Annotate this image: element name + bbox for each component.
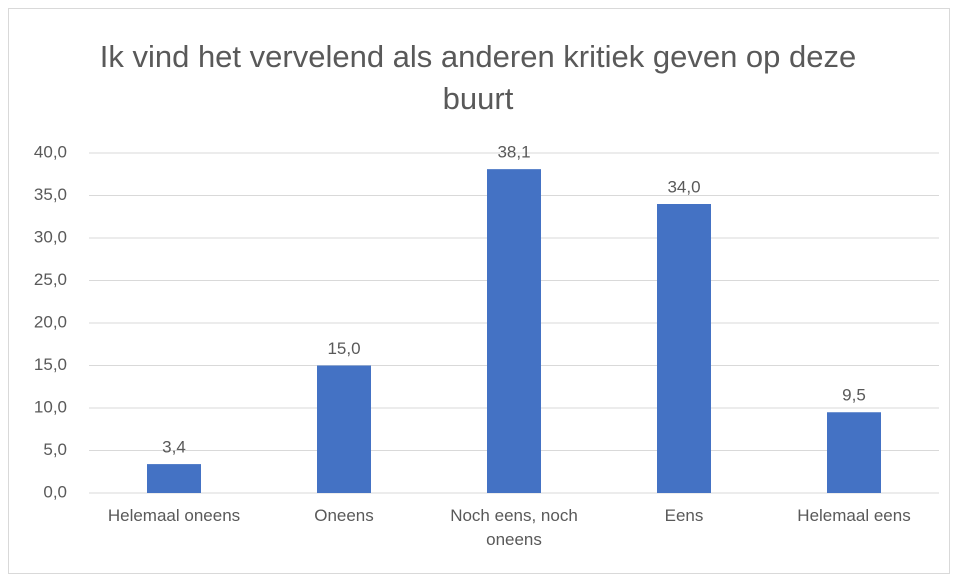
x-tick-label: Oneens (314, 506, 374, 525)
bar (827, 412, 881, 493)
y-tick-label: 25,0 (34, 270, 67, 289)
x-tick-label: Noch eens, noch oneens (450, 506, 578, 549)
chart-border (8, 8, 950, 574)
x-tick-label: Eens (664, 506, 704, 525)
y-tick-label: 5,0 (43, 440, 67, 459)
y-tick-label: 35,0 (34, 185, 67, 204)
y-tick-label: 0,0 (43, 482, 67, 501)
bar (317, 365, 371, 493)
x-tick-label: Helemaal oneens (107, 506, 241, 525)
data-label: 9,5 (842, 386, 866, 405)
chart-title: Ik vind het vervelend als anderen kritie… (99, 39, 857, 116)
y-tick-label: 15,0 (34, 355, 67, 374)
bar (657, 204, 711, 493)
x-tick-label: Helemaal eens (797, 506, 911, 525)
y-tick-label: 10,0 (34, 397, 67, 416)
bar (487, 169, 541, 493)
data-label: 34,0 (667, 177, 700, 196)
data-label: 3,4 (162, 438, 186, 457)
y-tick-label: 40,0 (34, 142, 67, 161)
y-tick-label: 20,0 (34, 312, 67, 331)
y-tick-label: 30,0 (34, 227, 67, 246)
bar (147, 464, 201, 493)
data-label: 38,1 (497, 143, 530, 162)
data-label: 15,0 (327, 339, 360, 358)
